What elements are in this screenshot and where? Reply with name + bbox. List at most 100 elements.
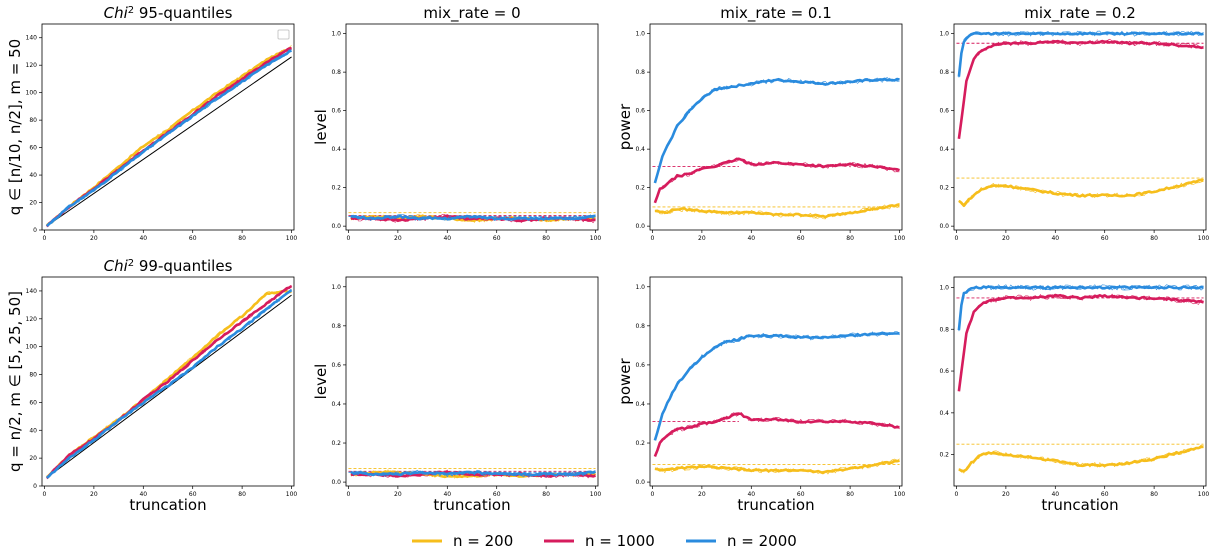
- series-line-n-1000-trial-2: [654, 412, 900, 457]
- plot-area: [956, 284, 1204, 474]
- plot-area: [956, 30, 1204, 208]
- panel-title: mix_rate = 0.1: [720, 4, 832, 23]
- y-tick-label: 0.2: [939, 452, 949, 459]
- y-tick-label: 1.0: [939, 284, 949, 291]
- title-superscript: 2: [128, 258, 134, 269]
- series-line-n-200-trial-1: [958, 178, 1204, 206]
- x-tick-label: 80: [846, 491, 854, 498]
- series-line-n-1000: [957, 293, 1204, 392]
- title-superscript: 2: [128, 5, 134, 16]
- axes-frame: [953, 276, 1207, 487]
- x-tick-label: 0: [43, 491, 47, 498]
- y-tick-label: 80: [29, 117, 37, 124]
- plot-area: [45, 284, 293, 480]
- y-tick-label: 0: [33, 483, 37, 490]
- series-line-n-2000: [957, 31, 1204, 77]
- x-tick-label: 20: [698, 491, 706, 498]
- title-rest: 95-quantiles: [134, 4, 232, 22]
- y-tick-label: 0.0: [939, 223, 949, 230]
- series-line-n-2000-trial-1: [958, 285, 1204, 331]
- axes-frame: [345, 23, 599, 231]
- x-tick-label: 20: [394, 491, 402, 498]
- panel-title: mix_rate = 0.2: [1024, 4, 1136, 23]
- x-tick-label: 60: [1101, 235, 1109, 242]
- x-tick-label: 0: [955, 235, 959, 242]
- series-line-n-200: [654, 459, 900, 475]
- x-axis-label: truncation: [737, 496, 814, 514]
- series-line-n-2000: [957, 285, 1204, 331]
- y-tick-label: 1.0: [331, 284, 341, 291]
- x-tick-label: 0: [43, 235, 47, 242]
- y-tick-label: 0.2: [331, 185, 341, 192]
- y-tick-label: 0.4: [331, 146, 341, 153]
- axes-frame: [41, 276, 295, 487]
- x-tick-label: 40: [443, 491, 451, 498]
- series-line-n-2000: [350, 470, 597, 477]
- x-tick-label: 20: [1002, 235, 1010, 242]
- axes-frame: [649, 276, 903, 487]
- x-tick-label: 0: [347, 235, 351, 242]
- series-line-n-200: [958, 445, 1204, 473]
- y-axis-label: q = n/2, m ∈ [5, 25, 50]: [6, 291, 24, 472]
- y-tick-label: 1.0: [331, 31, 341, 38]
- x-tick-label: 40: [139, 235, 147, 242]
- y-tick-label: 0.2: [939, 185, 949, 192]
- series-line-n-2000-trial-1: [958, 31, 1204, 78]
- axes-frame: [649, 23, 903, 231]
- legend-label-n-200: n = 200: [453, 532, 513, 550]
- x-tick-label: 80: [1150, 491, 1158, 498]
- plot-area: [348, 467, 597, 479]
- y-tick-label: 0.6: [635, 362, 645, 369]
- series-line-n-1000-trial-2: [958, 293, 1204, 390]
- series-line-n-1000: [653, 412, 900, 457]
- panel-r0c0: 0 20 40 60 80 100 0 20 40 60 80 100 120 140 Chi2 95-qu…: [6, 4, 297, 242]
- y-tick-label: 0.2: [635, 185, 645, 192]
- legend: n = 200 n = 1000 n = 2000: [412, 532, 797, 550]
- x-tick-label: 40: [747, 235, 755, 242]
- y-tick-label: 20: [29, 200, 37, 207]
- x-tick-label: 0: [651, 235, 655, 242]
- y-tick-label: 0.4: [331, 401, 341, 408]
- y-tick-label: 1.0: [939, 31, 949, 38]
- y-tick-label: 0.0: [635, 223, 645, 230]
- y-axis-label: power: [616, 357, 634, 404]
- y-tick-label: 0.2: [331, 440, 341, 447]
- x-tick-label: 20: [1002, 491, 1010, 498]
- series-line-n-200-trial-2: [958, 444, 1204, 473]
- x-tick-label: 60: [493, 235, 501, 242]
- series-line-n-2000-trial-2: [958, 30, 1204, 78]
- panel-r1c2: 0 20 40 60 80 100 0.0 0.2 0.4 0.6 0.8 1.0 power trunc…: [616, 276, 906, 514]
- legend-label-n-2000: n = 2000: [727, 532, 797, 550]
- y-axis-label: level: [312, 109, 330, 145]
- x-tick-label: 40: [747, 491, 755, 498]
- y-tick-label: 0.6: [939, 368, 949, 375]
- plot-area: [348, 212, 596, 224]
- y-axis-label: q ∈ [n/10, n/2], m = 50: [6, 39, 24, 215]
- series-line-n-1000: [957, 39, 1204, 139]
- series-line-n-2000: [350, 214, 596, 221]
- series-line-n-2000-trial-2: [46, 49, 292, 227]
- x-tick-label: 20: [394, 235, 402, 242]
- x-tick-label: 20: [90, 491, 98, 498]
- x-tick-label: 80: [238, 235, 246, 242]
- x-tick-label: 60: [493, 491, 501, 498]
- empty-legend-box: [277, 29, 290, 40]
- plot-area: [45, 45, 292, 228]
- series-line-n-200: [958, 178, 1204, 208]
- series-line-n-200-trial-1: [958, 445, 1204, 474]
- panel-r0c3: 0 20 40 60 80 100 0.0 0.2 0.4 0.6 0.8 1.0 mix_rate =…: [939, 4, 1209, 242]
- y-tick-label: 1.0: [635, 31, 645, 38]
- x-tick-label: 100: [894, 491, 906, 498]
- plot-area: [652, 77, 900, 220]
- y-tick-label: 0.4: [939, 146, 949, 153]
- x-tick-label: 40: [443, 235, 451, 242]
- x-tick-label: 0: [955, 491, 959, 498]
- x-tick-label: 40: [1051, 491, 1059, 498]
- y-tick-label: 0.0: [331, 223, 341, 230]
- x-tick-label: 60: [797, 491, 805, 498]
- series-line-n-1000-trial-1: [958, 40, 1204, 139]
- x-tick-label: 80: [542, 491, 550, 498]
- y-tick-label: 60: [29, 145, 37, 152]
- y-tick-label: 0.4: [635, 401, 645, 408]
